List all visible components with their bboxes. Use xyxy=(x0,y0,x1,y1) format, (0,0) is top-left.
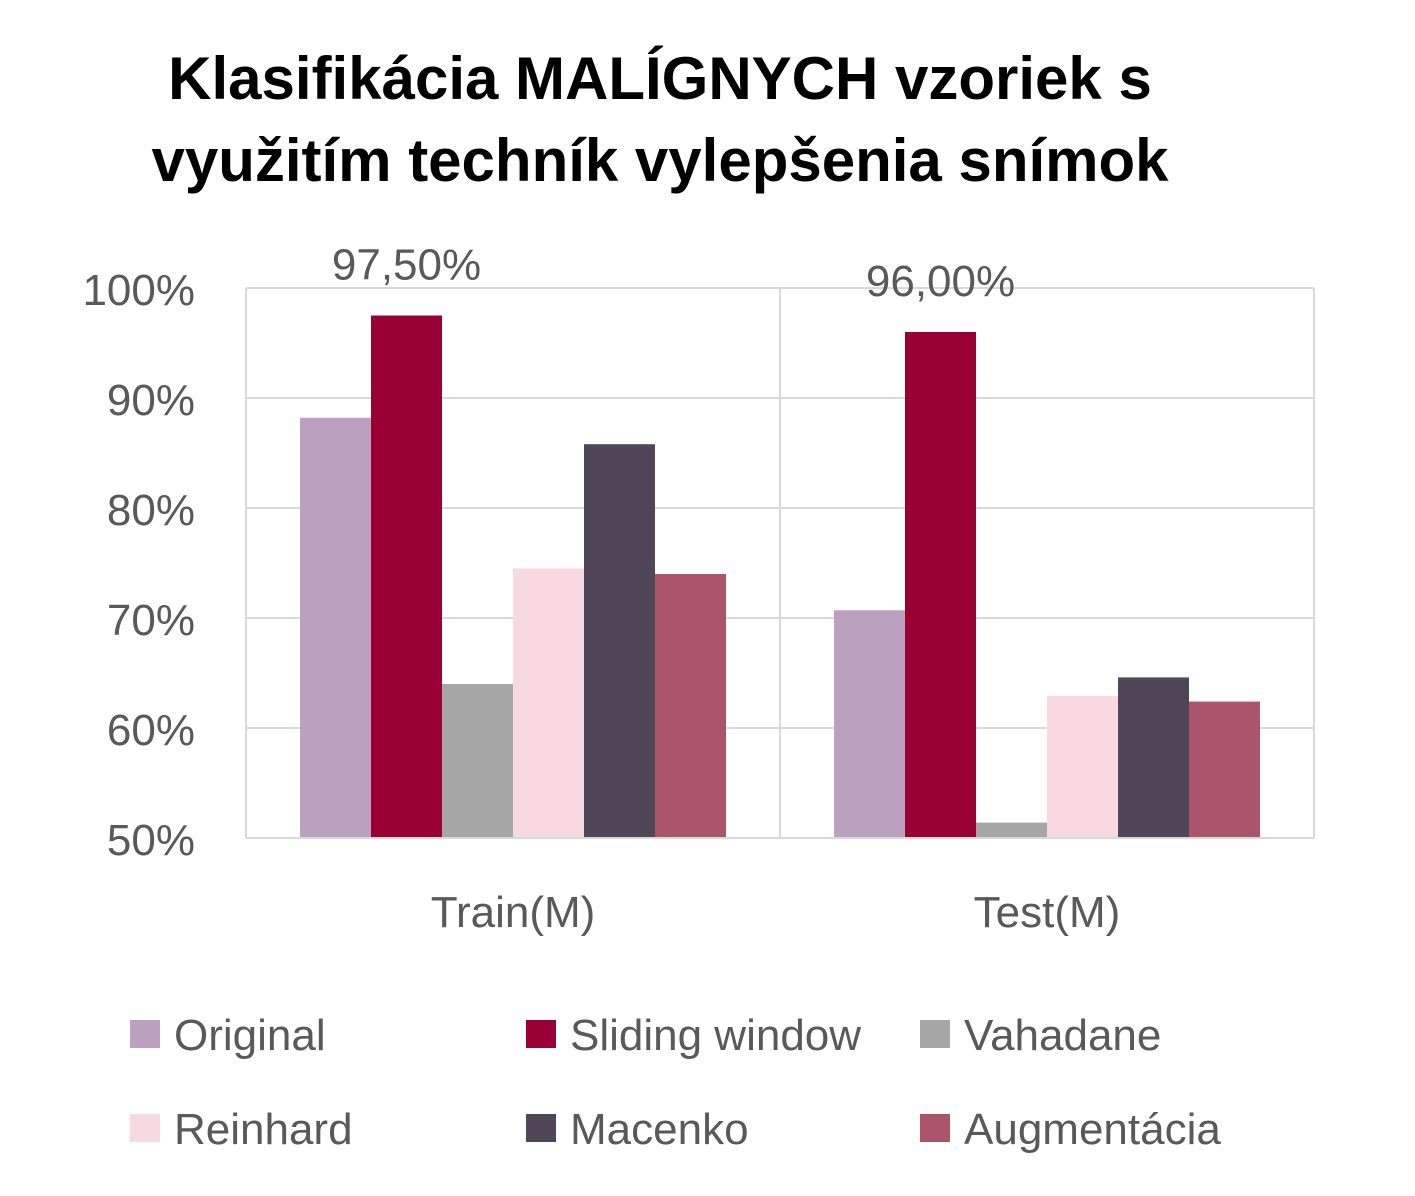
bars xyxy=(300,315,1260,838)
chart-title: Klasifikácia MALÍGNYCH vzoriek s využití… xyxy=(0,38,1320,202)
x-category-label: Train(M) xyxy=(431,888,596,937)
bar-original-test-m xyxy=(834,610,905,838)
chart-title-line-1: Klasifikácia MALÍGNYCH vzoriek s xyxy=(168,45,1152,112)
data-labels: 97,50% 96,00% xyxy=(332,241,1015,307)
bar-vahadane-train-m xyxy=(442,684,513,838)
legend-swatch-original xyxy=(130,1020,160,1048)
bar-reinhard-test-m xyxy=(1047,696,1118,838)
legend: Original Sliding window Vahadane Reinhard Ma… xyxy=(130,1011,1221,1154)
legend-swatch-vahadane xyxy=(920,1020,950,1048)
legend-swatch-sliding-window xyxy=(526,1020,556,1048)
data-label: 96,00% xyxy=(866,257,1015,306)
y-tick-label: 90% xyxy=(107,376,195,425)
legend-swatch-reinhard xyxy=(130,1114,160,1142)
y-tick-label: 70% xyxy=(107,596,195,645)
legend-label-reinhard: Reinhard xyxy=(174,1105,353,1154)
y-tick-label: 100% xyxy=(82,266,195,315)
bar-sliding-window-train-m xyxy=(371,315,442,838)
bar-macenko-train-m xyxy=(584,444,655,838)
legend-swatch-augmentacia xyxy=(920,1114,950,1142)
bar-reinhard-train-m xyxy=(513,568,584,838)
y-tick-label: 80% xyxy=(107,486,195,535)
y-tick-label: 60% xyxy=(107,706,195,755)
axes: 100% 90% 80% 70% 60% 50% Train(M) Test(M) xyxy=(82,266,1314,937)
legend-label-sliding-window: Sliding window xyxy=(570,1011,861,1060)
legend-swatch-macenko xyxy=(526,1114,556,1142)
bar-augmentacia-test-m xyxy=(1189,701,1260,838)
bar-sliding-window-test-m xyxy=(905,332,976,838)
data-label: 97,50% xyxy=(332,241,481,290)
x-category-label: Test(M) xyxy=(974,888,1121,937)
bar-original-train-m xyxy=(300,417,371,838)
bar-vahadane-test-m xyxy=(976,822,1047,838)
chart-title-line-2: využitím techník vylepšenia snímok xyxy=(151,127,1169,194)
bar-macenko-test-m xyxy=(1118,677,1189,838)
legend-label-vahadane: Vahadane xyxy=(964,1011,1161,1060)
legend-label-augmentacia: Augmentácia xyxy=(964,1105,1221,1154)
legend-label-macenko: Macenko xyxy=(570,1105,749,1154)
bar-augmentacia-train-m xyxy=(655,574,726,838)
legend-label-original: Original xyxy=(174,1011,326,1060)
y-tick-label: 50% xyxy=(107,816,195,865)
